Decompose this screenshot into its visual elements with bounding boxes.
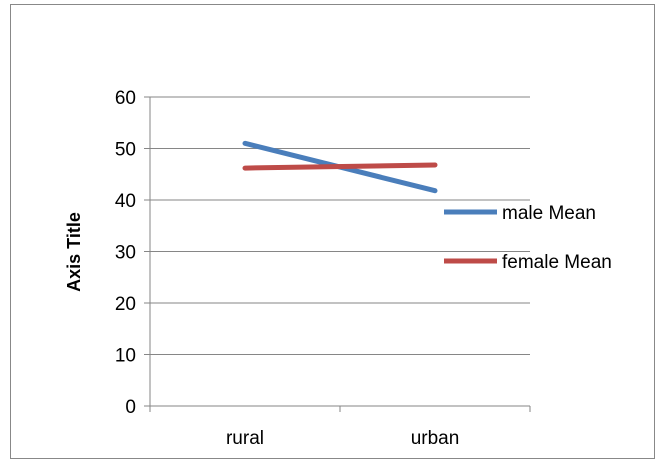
x-tick-label: rural [226, 428, 264, 449]
y-tick-label: 20 [115, 294, 136, 315]
y-tick-label: 10 [115, 346, 136, 367]
series-line-1 [242, 162, 438, 171]
gridlines [144, 96, 531, 412]
y-tick-label: 60 [115, 88, 136, 109]
legend-label: male Mean [502, 203, 596, 224]
y-tick-label: 50 [115, 140, 136, 161]
legend: male Mean female Mean [444, 203, 612, 273]
y-tick-label: 40 [115, 191, 136, 212]
y-tick-label: 30 [115, 243, 136, 264]
chart-frame [10, 4, 655, 459]
legend-label: female Mean [502, 252, 612, 273]
x-tick-labels: rural urban [226, 428, 459, 449]
y-tick-label: 0 [125, 397, 136, 418]
series-lines [242, 140, 438, 194]
x-tick-label: urban [411, 428, 460, 449]
y-axis-title: Axis Title [64, 212, 84, 292]
y-tick-labels: 0 10 20 30 40 50 60 [115, 88, 136, 418]
